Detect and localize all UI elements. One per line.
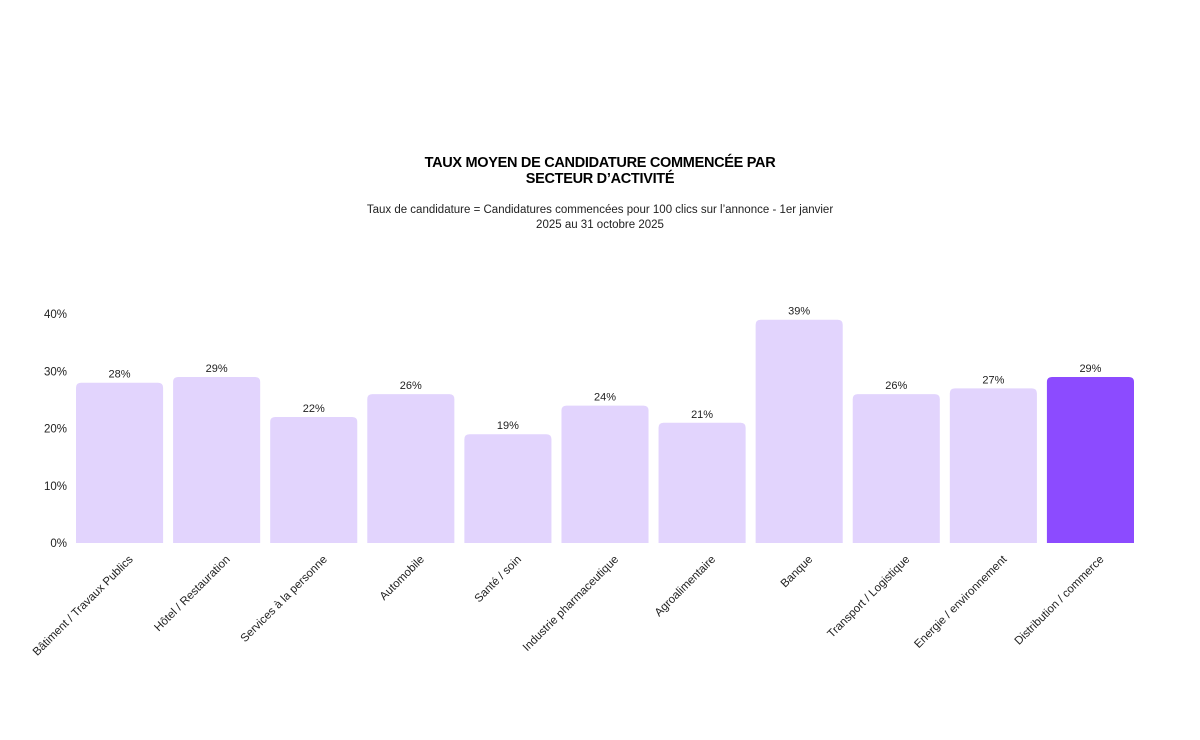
y-tick-label: 30% — [44, 366, 67, 378]
data-label: 39% — [788, 306, 810, 318]
data-label: 19% — [497, 420, 519, 432]
y-tick-label: 40% — [44, 309, 67, 321]
bar — [270, 417, 358, 543]
category-label: Industrie pharmaceutique — [521, 554, 621, 654]
data-label: 26% — [885, 380, 907, 392]
data-label: 24% — [594, 392, 616, 404]
bar — [76, 382, 164, 543]
bar — [852, 394, 940, 543]
y-tick-label: 10% — [44, 481, 67, 493]
bar — [949, 388, 1037, 543]
y-tick-label: 20% — [44, 424, 67, 436]
category-label: Banque — [779, 554, 816, 591]
category-label: Energie / environnement — [912, 553, 1010, 651]
data-label: 22% — [303, 403, 325, 415]
data-label: 28% — [109, 369, 131, 381]
bar — [367, 394, 455, 543]
bar — [561, 405, 649, 543]
bar — [658, 422, 746, 543]
bar — [173, 376, 261, 543]
data-label: 26% — [400, 380, 422, 392]
category-label: Agroalimentaire — [653, 554, 718, 619]
chart-subtitle: Taux de candidature = Candidatures comme… — [366, 204, 834, 231]
category-label: Automobile — [378, 554, 427, 603]
bar — [1046, 376, 1134, 543]
data-label: 27% — [982, 374, 1004, 386]
category-label: Santé / soin — [473, 554, 524, 605]
category-label: Hôtel / Restauration — [152, 554, 232, 634]
data-label: 29% — [206, 363, 228, 375]
chart-title: TAUX MOYEN DE CANDIDATURE COMMENCÉE PAR … — [424, 155, 776, 187]
data-label: 21% — [691, 409, 713, 421]
chart-header: TAUX MOYEN DE CANDIDATURE COMMENCÉE PAR … — [0, 155, 1200, 233]
category-label: Services à la personne — [239, 554, 330, 645]
y-tick-label: 0% — [50, 538, 67, 550]
category-label: Distribution / commerce — [1013, 554, 1107, 648]
category-label: Transport / Logistique — [826, 554, 913, 641]
category-label: Bâtiment / Travaux Publics — [31, 553, 136, 658]
data-label: 29% — [1079, 363, 1101, 375]
bar — [755, 319, 843, 543]
bar — [464, 434, 552, 543]
